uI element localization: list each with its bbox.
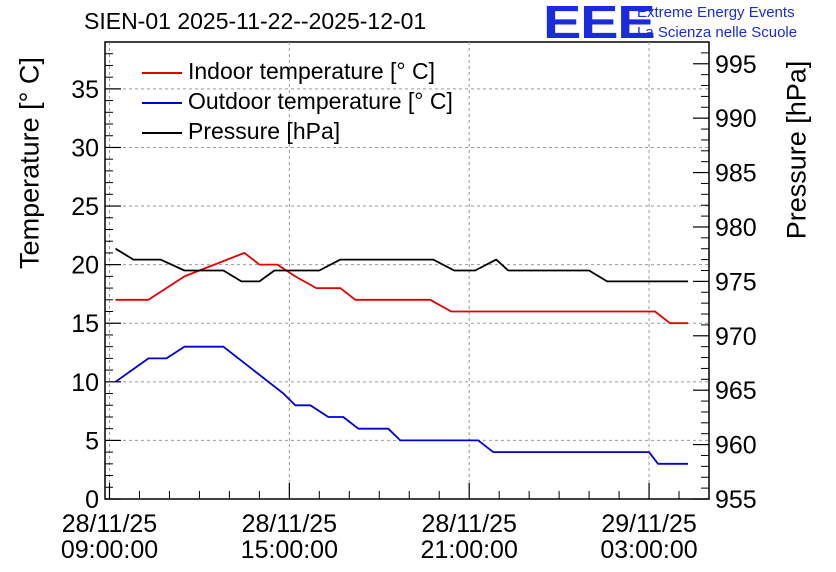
y-tick-label: 35 (71, 76, 99, 104)
x-tick-label-time: 09:00:00 (61, 536, 158, 564)
y-axis-label-left: Temperature [° C] (14, 57, 45, 269)
y-tick-label: 15 (71, 310, 99, 338)
y-tick-label: 5 (85, 427, 99, 455)
logo-line-2: La Scienza nelle Scuole (637, 24, 798, 41)
series-line-indoor-temperature (115, 251, 688, 325)
legend-label-outdoor: Outdoor temperature [° C] (188, 88, 453, 114)
series-line-pressure (115, 247, 688, 283)
y2-tick-label: 985 (715, 160, 757, 188)
y-tick-label: 10 (71, 369, 99, 397)
logo-line-1: Extreme Energy Events (637, 4, 795, 21)
y-tick-label: 30 (71, 134, 99, 162)
legend-swatch-outdoor (142, 102, 182, 104)
y2-tick-label: 980 (715, 214, 757, 242)
x-tick-label-time: 03:00:00 (600, 536, 697, 564)
series-layer (114, 247, 688, 465)
y-tick-label: 0 (85, 486, 99, 514)
x-tick-label-date: 28/11/25 (62, 510, 157, 538)
y2-tick-label: 975 (715, 268, 757, 296)
y2-tick-label: 995 (715, 51, 757, 79)
legend-swatch-indoor (142, 72, 182, 74)
x-tick-label-date: 28/11/25 (421, 510, 516, 538)
y2-tick-label: 960 (715, 432, 757, 460)
x-tick-label-date: 29/11/25 (601, 510, 696, 538)
y2-tick-label: 955 (715, 486, 757, 514)
x-tick-label-time: 21:00:00 (421, 536, 518, 564)
legend-swatch-pressure (142, 132, 182, 134)
left-axis: 0 5 10 15 20 25 30 35 (71, 41, 121, 514)
x-tick-label-time: 15:00:00 (241, 536, 338, 564)
y-axis-label-right: Pressure [hPa] (781, 60, 812, 240)
series-line-outdoor-temperature (114, 345, 688, 465)
y-tick-label: 20 (71, 252, 99, 280)
y2-tick-label: 970 (715, 323, 757, 351)
bottom-axis: 28/11/2509:00:0028/11/2515:00:0028/11/25… (61, 483, 698, 564)
y-tick-label: 25 (71, 193, 99, 221)
y2-tick-label: 990 (715, 105, 757, 133)
legend-label-indoor: Indoor temperature [° C] (188, 58, 435, 84)
x-tick-label-date: 28/11/25 (242, 510, 337, 538)
y2-tick-label: 965 (715, 377, 757, 405)
eee-logo: EEE (543, 0, 656, 48)
chart-title: SIEN-01 2025-11-22--2025-12-01 (84, 8, 427, 34)
right-axis: 955 960 965 970 975 980 985 990 995 (693, 41, 757, 514)
legend-label-pressure: Pressure [hPa] (188, 118, 341, 144)
